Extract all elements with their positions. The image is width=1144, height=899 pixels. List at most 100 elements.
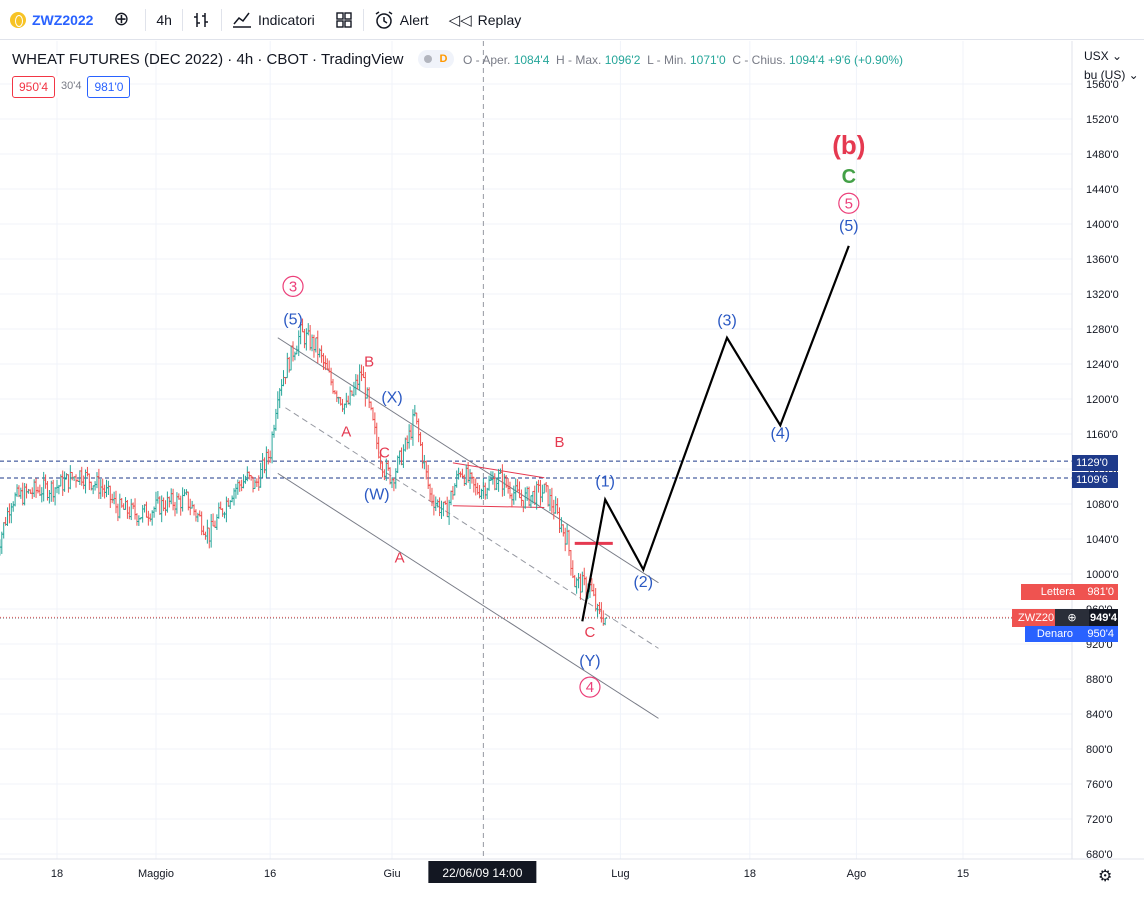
toolbar-divider <box>181 8 183 31</box>
ohlc-bar <box>517 481 522 499</box>
price-chart[interactable]: 22/06/09 14:00 3 (5) B (X) A C (W) A B C (Y) 4 (1) (2… <box>0 41 1144 899</box>
ask-tag: Lettera 981'0 <box>1021 584 1118 600</box>
time-tick-label: 16 <box>264 868 276 880</box>
unit-selector[interactable]: USX ⌄ bu (US) ⌄ <box>1084 47 1139 85</box>
wave-label-A2: A <box>395 550 405 567</box>
ohlc-bar <box>273 408 278 431</box>
toolbar-divider <box>145 8 147 31</box>
ohlc-bar <box>226 498 231 507</box>
ohlc-bar <box>241 474 246 489</box>
crosshair-time-label: 22/06/09 14:00 <box>442 866 522 880</box>
wave-label-p1: (1) <box>595 474 615 491</box>
ohlc-bar <box>85 466 90 477</box>
wave-label-text: (W) <box>364 487 390 504</box>
symbol-selector[interactable]: ZWZ2022 <box>0 0 103 40</box>
grid-icon <box>336 11 352 28</box>
ohlc-bar <box>279 379 284 396</box>
currency-unit: USX ⌄ <box>1084 49 1123 63</box>
ohlc-bar <box>452 483 457 496</box>
ohlc-bar <box>58 474 63 487</box>
wave-label-text: (1) <box>595 474 615 491</box>
ohlc-bar <box>22 483 27 506</box>
time-axis[interactable]: 18 Maggio 16 Giu Lug 18 Ago 15 <box>0 858 1144 880</box>
wave-label-C1: C <box>379 445 390 462</box>
ohlc-bar <box>125 499 130 519</box>
ohlc-bar <box>313 337 318 353</box>
wave-label-B1: B <box>364 354 374 371</box>
market-status-pill[interactable]: D <box>417 50 454 68</box>
ohlc-bar <box>133 498 138 520</box>
ohlc-bar <box>62 471 67 492</box>
price-tick-label: 1560'0 <box>1086 79 1119 91</box>
ohlc-bar <box>193 509 198 522</box>
ohlc-bar <box>527 486 532 507</box>
ohlc-bar <box>235 479 240 495</box>
wave-label-text: C <box>585 624 596 641</box>
compare-button[interactable]: ⊕ <box>103 0 145 40</box>
toolbar-divider <box>220 8 222 31</box>
ohlc-bar <box>112 491 117 505</box>
ohlc-bar <box>395 455 400 474</box>
ohlc-bar <box>468 469 473 489</box>
close-label: C - Chius. <box>732 53 786 67</box>
wave-label-Y: (Y) <box>579 653 600 670</box>
ohlc-bar <box>561 524 566 537</box>
wave-label-text: 4 <box>586 679 594 696</box>
last-tag-symbol: ZWZ20 <box>1018 612 1055 624</box>
last-tag-value: 949'4 <box>1089 609 1118 627</box>
sell-price-box[interactable]: 950'4 <box>12 76 55 98</box>
ohlc-bar <box>91 485 96 495</box>
ohlc-bar <box>134 513 139 526</box>
ohlc-bar <box>39 487 44 503</box>
ask-tag-label: Lettera <box>1040 586 1075 598</box>
ohlc-bar <box>100 478 105 497</box>
ohlc-bar <box>106 480 111 496</box>
wave-labels: 3 (5) B (X) A C (W) A B C (Y) 4 (1) (2) (3) (4) (5) 5 C (b) <box>282 130 865 698</box>
open-label: O - Aper. <box>463 53 511 67</box>
wave-label-W: (W) <box>364 487 390 504</box>
ohlc-bar <box>401 444 406 468</box>
ohlc-bar <box>1 522 6 539</box>
open-value: 1084'4 <box>513 53 550 67</box>
settings-gear-icon[interactable]: ⚙ <box>1098 868 1113 885</box>
ohlc-bar <box>171 488 176 511</box>
timeframe-button[interactable]: 4h <box>146 0 182 40</box>
wave-label-text: (2) <box>633 574 653 591</box>
ohlc-bar <box>348 386 353 406</box>
replay-button[interactable]: ◁◁ Replay <box>439 0 532 40</box>
wave-projection <box>581 245 850 622</box>
ohlc-bar <box>35 486 40 494</box>
wave-label-p4: (4) <box>771 425 791 442</box>
ohlc-bar <box>599 602 604 623</box>
price-tick-label: 1040'0 <box>1086 534 1119 546</box>
wave-label-c5: 5 <box>838 192 860 214</box>
ohlc-bar <box>449 490 454 506</box>
chart-type-button[interactable] <box>183 0 221 40</box>
ohlc-bar <box>597 601 602 615</box>
chart-grid <box>0 41 1072 859</box>
high-label: H - Max. <box>556 53 602 67</box>
indicators-button[interactable]: Indicatori <box>222 0 325 40</box>
ohlc-bar <box>266 449 271 465</box>
ohlc-bar <box>96 468 101 499</box>
alert-button[interactable]: Alert <box>364 0 439 40</box>
ohlc-bar <box>464 464 469 486</box>
ohlc-bar <box>190 500 195 509</box>
ohlc-bar <box>55 479 59 494</box>
ohlc-bar <box>260 453 265 478</box>
layouts-button[interactable] <box>325 0 363 40</box>
ohlc-bar <box>79 466 84 486</box>
ohlc-bar <box>34 478 39 498</box>
buy-price-box[interactable]: 981'0 <box>87 76 131 98</box>
ohlc-bar <box>370 407 375 421</box>
wave-label-w5a: (5) <box>283 312 303 329</box>
price-axis[interactable]: 680'0720'0760'0800'0840'0880'0920'0960'0… <box>1071 41 1119 861</box>
ohlc-bar <box>153 491 158 512</box>
ohlc-bar <box>270 431 275 464</box>
wave-label-bb: (b) <box>832 130 865 160</box>
add-alert-icon[interactable]: ⊕ <box>1055 609 1089 627</box>
ohlc-bar <box>462 474 467 486</box>
low-label: L - Min. <box>647 53 687 67</box>
ohlc-bar <box>570 560 575 579</box>
high-value: 1096'2 <box>604 53 641 67</box>
